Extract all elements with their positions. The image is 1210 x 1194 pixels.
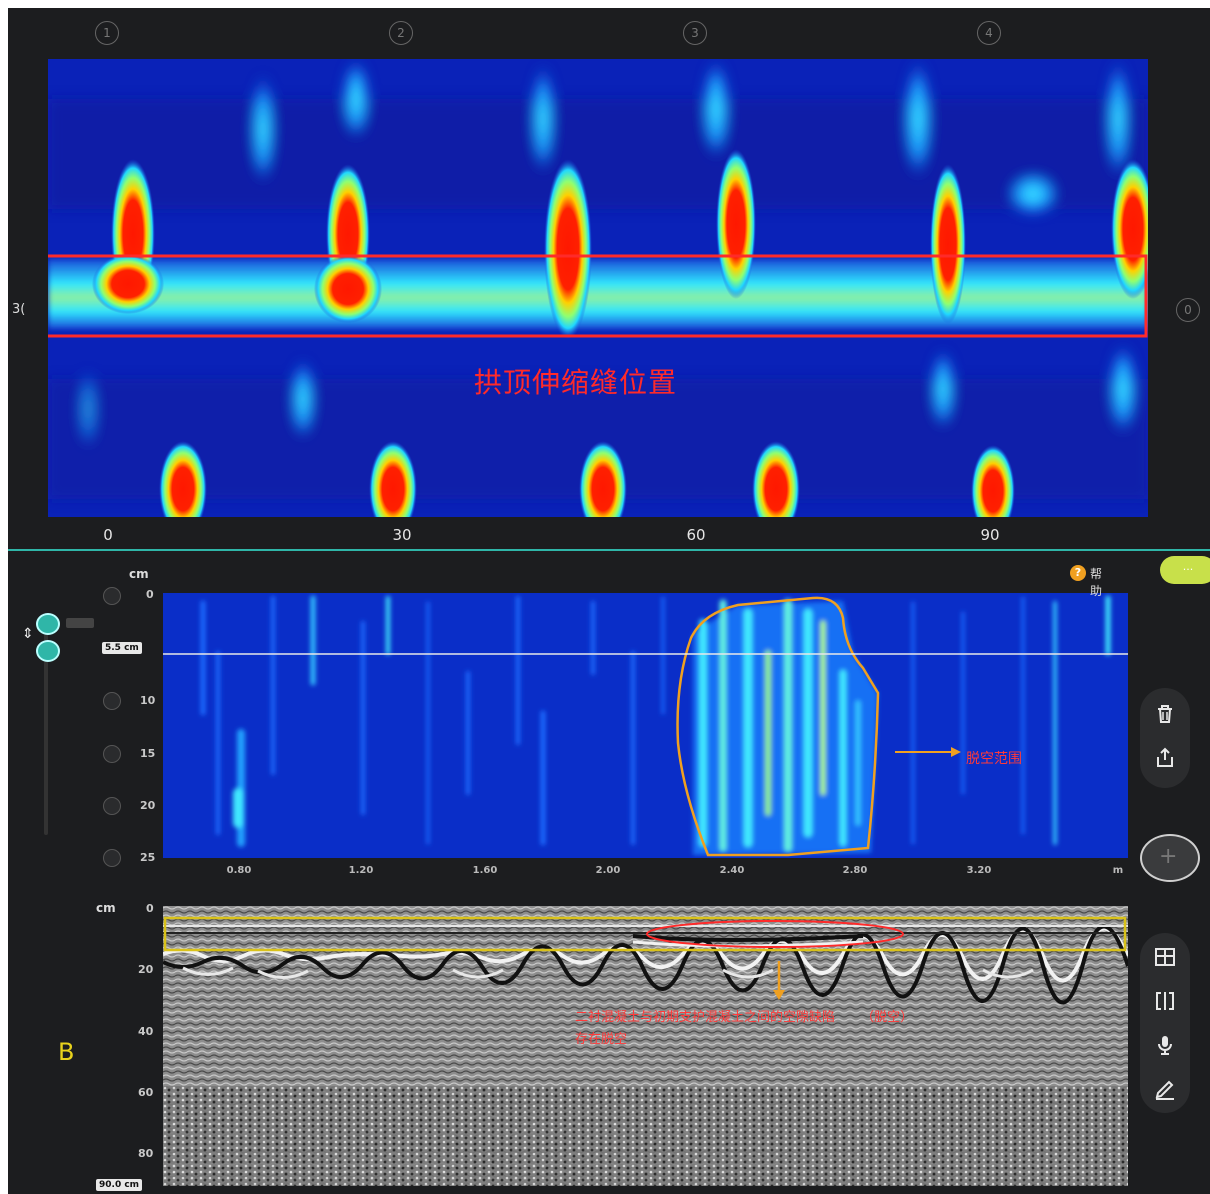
radargram xyxy=(163,906,1128,1186)
mid-unit-label: cm xyxy=(129,567,149,581)
help-label: 帮助 xyxy=(1090,565,1102,599)
panel-divider xyxy=(8,549,1210,551)
share-icon[interactable] xyxy=(1153,746,1177,770)
mid-x-tick: 0.80 xyxy=(227,865,252,876)
bottom-depth-tick: 80 xyxy=(138,1147,153,1160)
mid-x-tick: 3.20 xyxy=(967,865,992,876)
slider-handle-bottom[interactable] xyxy=(36,640,60,662)
bottom-depth-tick: 60 xyxy=(138,1086,153,1099)
mid-depth-tick: 0 xyxy=(146,588,154,601)
mid-x-tick: 1.20 xyxy=(349,865,374,876)
void-arrow xyxy=(893,744,963,760)
depth-dot xyxy=(103,745,121,763)
help-icon: ? xyxy=(1070,565,1086,581)
add-button[interactable]: + xyxy=(1140,834,1200,882)
plus-icon: + xyxy=(1159,844,1177,869)
marker-2[interactable]: 2 xyxy=(389,21,413,45)
mid-x-unit: m xyxy=(1113,865,1123,876)
marker-1[interactable]: 1 xyxy=(95,21,119,45)
top-x-tick: 90 xyxy=(980,526,999,544)
mid-x-tick: 2.00 xyxy=(596,865,621,876)
mid-x-tick: 2.80 xyxy=(843,865,868,876)
toolbar-top xyxy=(1140,688,1190,788)
mid-depth-tick: 10 xyxy=(140,694,155,707)
depth-dot xyxy=(103,692,121,710)
section-label-b: B xyxy=(58,1038,74,1066)
defect-annotation-text: 二衬混凝土与初期支护混凝土之间的空隙缺陷 xyxy=(575,1010,835,1025)
layout-icon[interactable] xyxy=(1153,945,1177,969)
bottom-depth-tick: 40 xyxy=(138,1025,153,1038)
mid-x-tick: 1.60 xyxy=(473,865,498,876)
pen-icon[interactable] xyxy=(1153,1077,1177,1101)
options-pill-button[interactable]: ··· xyxy=(1160,556,1210,584)
joint-annotation: 拱顶伸缩缝位置 xyxy=(474,361,677,401)
mid-depth-tick: 20 xyxy=(140,799,155,812)
defect-annotation-line1: 二衬混凝土与初期支护混凝土之间的空隙缺陷 （脱空） xyxy=(575,1006,913,1025)
trash-icon[interactable] xyxy=(1153,702,1177,726)
top-x-tick: 0 xyxy=(103,526,113,544)
marker-4[interactable]: 4 xyxy=(977,21,1001,45)
depth-dot xyxy=(103,797,121,815)
mid-x-tick: 2.40 xyxy=(720,865,745,876)
mid-depth-tick: 15 xyxy=(140,747,155,760)
heatmap-mid xyxy=(163,593,1128,858)
left-edge-label: 3( xyxy=(12,302,25,317)
toolbar-bottom xyxy=(1140,933,1190,1113)
split-icon[interactable] xyxy=(1153,989,1177,1013)
top-x-tick: 30 xyxy=(392,526,411,544)
marker-right[interactable]: 0 xyxy=(1176,298,1200,322)
bottom-unit-label: cm xyxy=(96,901,116,915)
bottom-depth-tick: 20 xyxy=(138,963,153,976)
mid-depth-tick: 25 xyxy=(140,851,155,864)
slider-tag xyxy=(66,618,94,628)
mid-depth-readout: 5.5 cm xyxy=(102,642,142,654)
depth-dot xyxy=(103,849,121,867)
bottom-depth-readout: 90.0 cm xyxy=(96,1179,142,1191)
void-annotation: 脱空范围 xyxy=(966,748,1022,768)
heatmap-top xyxy=(48,59,1148,517)
bottom-depth-tick: 0 xyxy=(146,902,154,915)
app-frame: 1 2 3 4 0 3( xyxy=(8,8,1210,1194)
slider-handle-top[interactable] xyxy=(36,613,60,635)
updown-arrow-icon[interactable]: ⇕ xyxy=(22,626,34,642)
depth-dot xyxy=(103,587,121,605)
marker-3[interactable]: 3 xyxy=(683,21,707,45)
microphone-icon[interactable] xyxy=(1153,1033,1177,1057)
defect-annotation-line2: 存在脱空 xyxy=(575,1028,627,1047)
top-x-tick: 60 xyxy=(686,526,705,544)
defect-annotation-suffix: （脱空） xyxy=(861,1010,913,1025)
